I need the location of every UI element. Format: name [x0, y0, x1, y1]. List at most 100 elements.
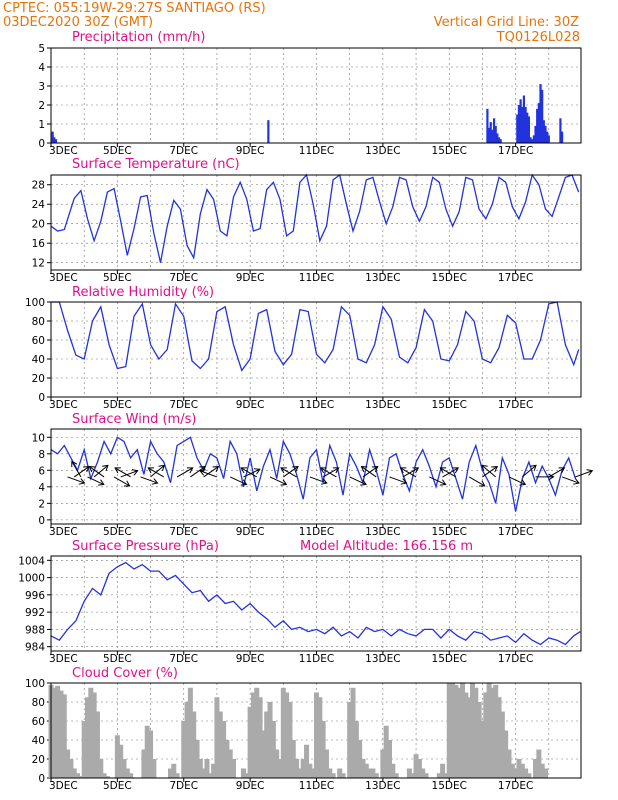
wind-arrow-head — [332, 467, 340, 474]
temp-frame — [50, 174, 582, 271]
cloud-bar — [227, 749, 233, 778]
temp-xtick-label: 11DEC — [299, 272, 334, 284]
cloud-bar — [65, 749, 71, 778]
wind-xtick-label: 9DEC — [236, 526, 265, 538]
cloud-bar — [211, 763, 217, 778]
cloud-bar — [214, 697, 220, 778]
press-frame — [50, 555, 582, 652]
rh-ytick-label: 80 — [32, 316, 45, 328]
precip-bar — [534, 125, 537, 143]
rh-panel: 0 20 40 60 80 100 3DEC 5DEC 7DEC 9DEC 11DEC 13DEC 15… — [25, 297, 582, 411]
cloud-bar — [383, 725, 389, 778]
wind-arrow — [114, 467, 131, 478]
wind-arrow — [229, 476, 247, 485]
cloud-xtick-label: 11DEC — [299, 780, 334, 792]
wind-arrow — [120, 470, 138, 478]
cloud-bar — [363, 763, 369, 778]
wind-arrow — [362, 466, 378, 478]
wind-ytick-label: 6 — [38, 465, 45, 477]
wind-arrow-head — [253, 468, 261, 475]
cloud-bar — [201, 768, 207, 778]
wind-arrow-head — [439, 479, 447, 486]
temp-ytick-label: 16 — [32, 238, 46, 250]
wind-arrow-head — [280, 479, 288, 486]
cloud-bar — [320, 721, 326, 778]
cloud-bar — [270, 721, 276, 778]
cloud-bar — [446, 683, 452, 778]
precip-bar — [547, 135, 550, 143]
cloud-bar — [240, 768, 246, 778]
cloud-bar — [406, 768, 412, 778]
press-xtick-label: 9DEC — [236, 653, 265, 665]
wind-arrow — [113, 476, 130, 487]
cloud-bar — [387, 740, 393, 778]
wind-ytick-label: 8 — [38, 449, 45, 461]
cloud-bar — [393, 773, 399, 778]
precip-bar — [531, 139, 534, 143]
cloud-bar — [257, 697, 263, 778]
precip-bar — [499, 139, 502, 143]
wind-arrow — [508, 476, 526, 485]
wind-arrow — [73, 466, 90, 478]
wind-arrow — [190, 466, 206, 478]
precip-bar — [560, 131, 564, 143]
cloud-bar — [194, 740, 200, 778]
wind-arrow — [269, 476, 287, 485]
wind-arrow-head — [88, 466, 96, 473]
cloud-bar — [297, 768, 303, 778]
temperature-title: Surface Temperature (nC) — [72, 157, 240, 172]
cloud-bar — [493, 684, 499, 778]
cloud-frame — [50, 682, 582, 779]
temp-series-line — [50, 173, 580, 263]
model-code: TQ0126L028 — [496, 30, 580, 45]
pressure-title: Surface Pressure (hPa) — [72, 539, 219, 554]
wind-series-line — [50, 436, 577, 512]
wind-arrow-head — [212, 466, 220, 473]
cloud-bar — [75, 773, 81, 778]
temp-panel: 12 16 20 24 28 3DEC 5DEC 7DEC 9DEC 11DEC 13DEC 15DE… — [32, 173, 582, 284]
rh-xtick-label: 17DEC — [498, 399, 533, 411]
wind-arrow-head — [78, 478, 86, 485]
precip-bar — [496, 133, 499, 143]
wind-panel: 0 2 4 6 8 10 3DEC 5DEC 7DEC 9DEC 11DEC 13DEC 15DEC 17… — [32, 428, 594, 538]
cloud-bar — [217, 711, 223, 778]
cloud-bar — [313, 692, 319, 778]
press-xtick-label: 13DEC — [365, 653, 400, 665]
temp-xtick-label: 3DEC — [49, 272, 78, 284]
cloud-bar — [453, 684, 459, 778]
cloud-bar — [423, 773, 429, 778]
wind-arrow-head — [399, 467, 407, 474]
rh-ytick-label: 40 — [32, 354, 45, 366]
cloud-bar — [479, 721, 485, 778]
cloud-ytick-label: 60 — [32, 716, 45, 728]
cloud-bar — [184, 702, 190, 778]
cloud-bar — [81, 721, 87, 778]
press-ytick-label: 996 — [25, 590, 45, 602]
temp-xtick-label: 5DEC — [103, 272, 132, 284]
cloud-bar — [436, 773, 442, 778]
wind-arrow — [140, 476, 158, 484]
wind-frame — [50, 428, 582, 525]
cloud-bar — [310, 768, 316, 778]
cloud-bar — [443, 773, 449, 778]
wind-arrow-head — [412, 467, 420, 474]
cloud-bar — [187, 687, 193, 778]
precip-xtick-label: 15DEC — [432, 145, 467, 157]
cloud-ytick-label: 100 — [25, 678, 45, 690]
wind-arrow — [322, 467, 339, 478]
precip-bar — [522, 95, 526, 143]
cloud-xtick-label: 7DEC — [169, 780, 198, 792]
wind-arrow-head — [439, 467, 447, 474]
wind-arrow — [400, 467, 417, 478]
cloud-bar — [327, 768, 333, 778]
precip-xtick-label: 7DEC — [169, 145, 198, 157]
wind-xtick-label: 17DEC — [498, 526, 533, 538]
precip-bar — [524, 106, 527, 143]
cloud-bar — [148, 730, 154, 778]
rh-frame — [50, 301, 582, 398]
wind-arrow — [147, 467, 165, 478]
grid-note: Vertical Grid Line: 30Z — [434, 15, 579, 30]
wind-arrow-head — [240, 479, 248, 486]
wind-arrow-head — [519, 479, 527, 486]
